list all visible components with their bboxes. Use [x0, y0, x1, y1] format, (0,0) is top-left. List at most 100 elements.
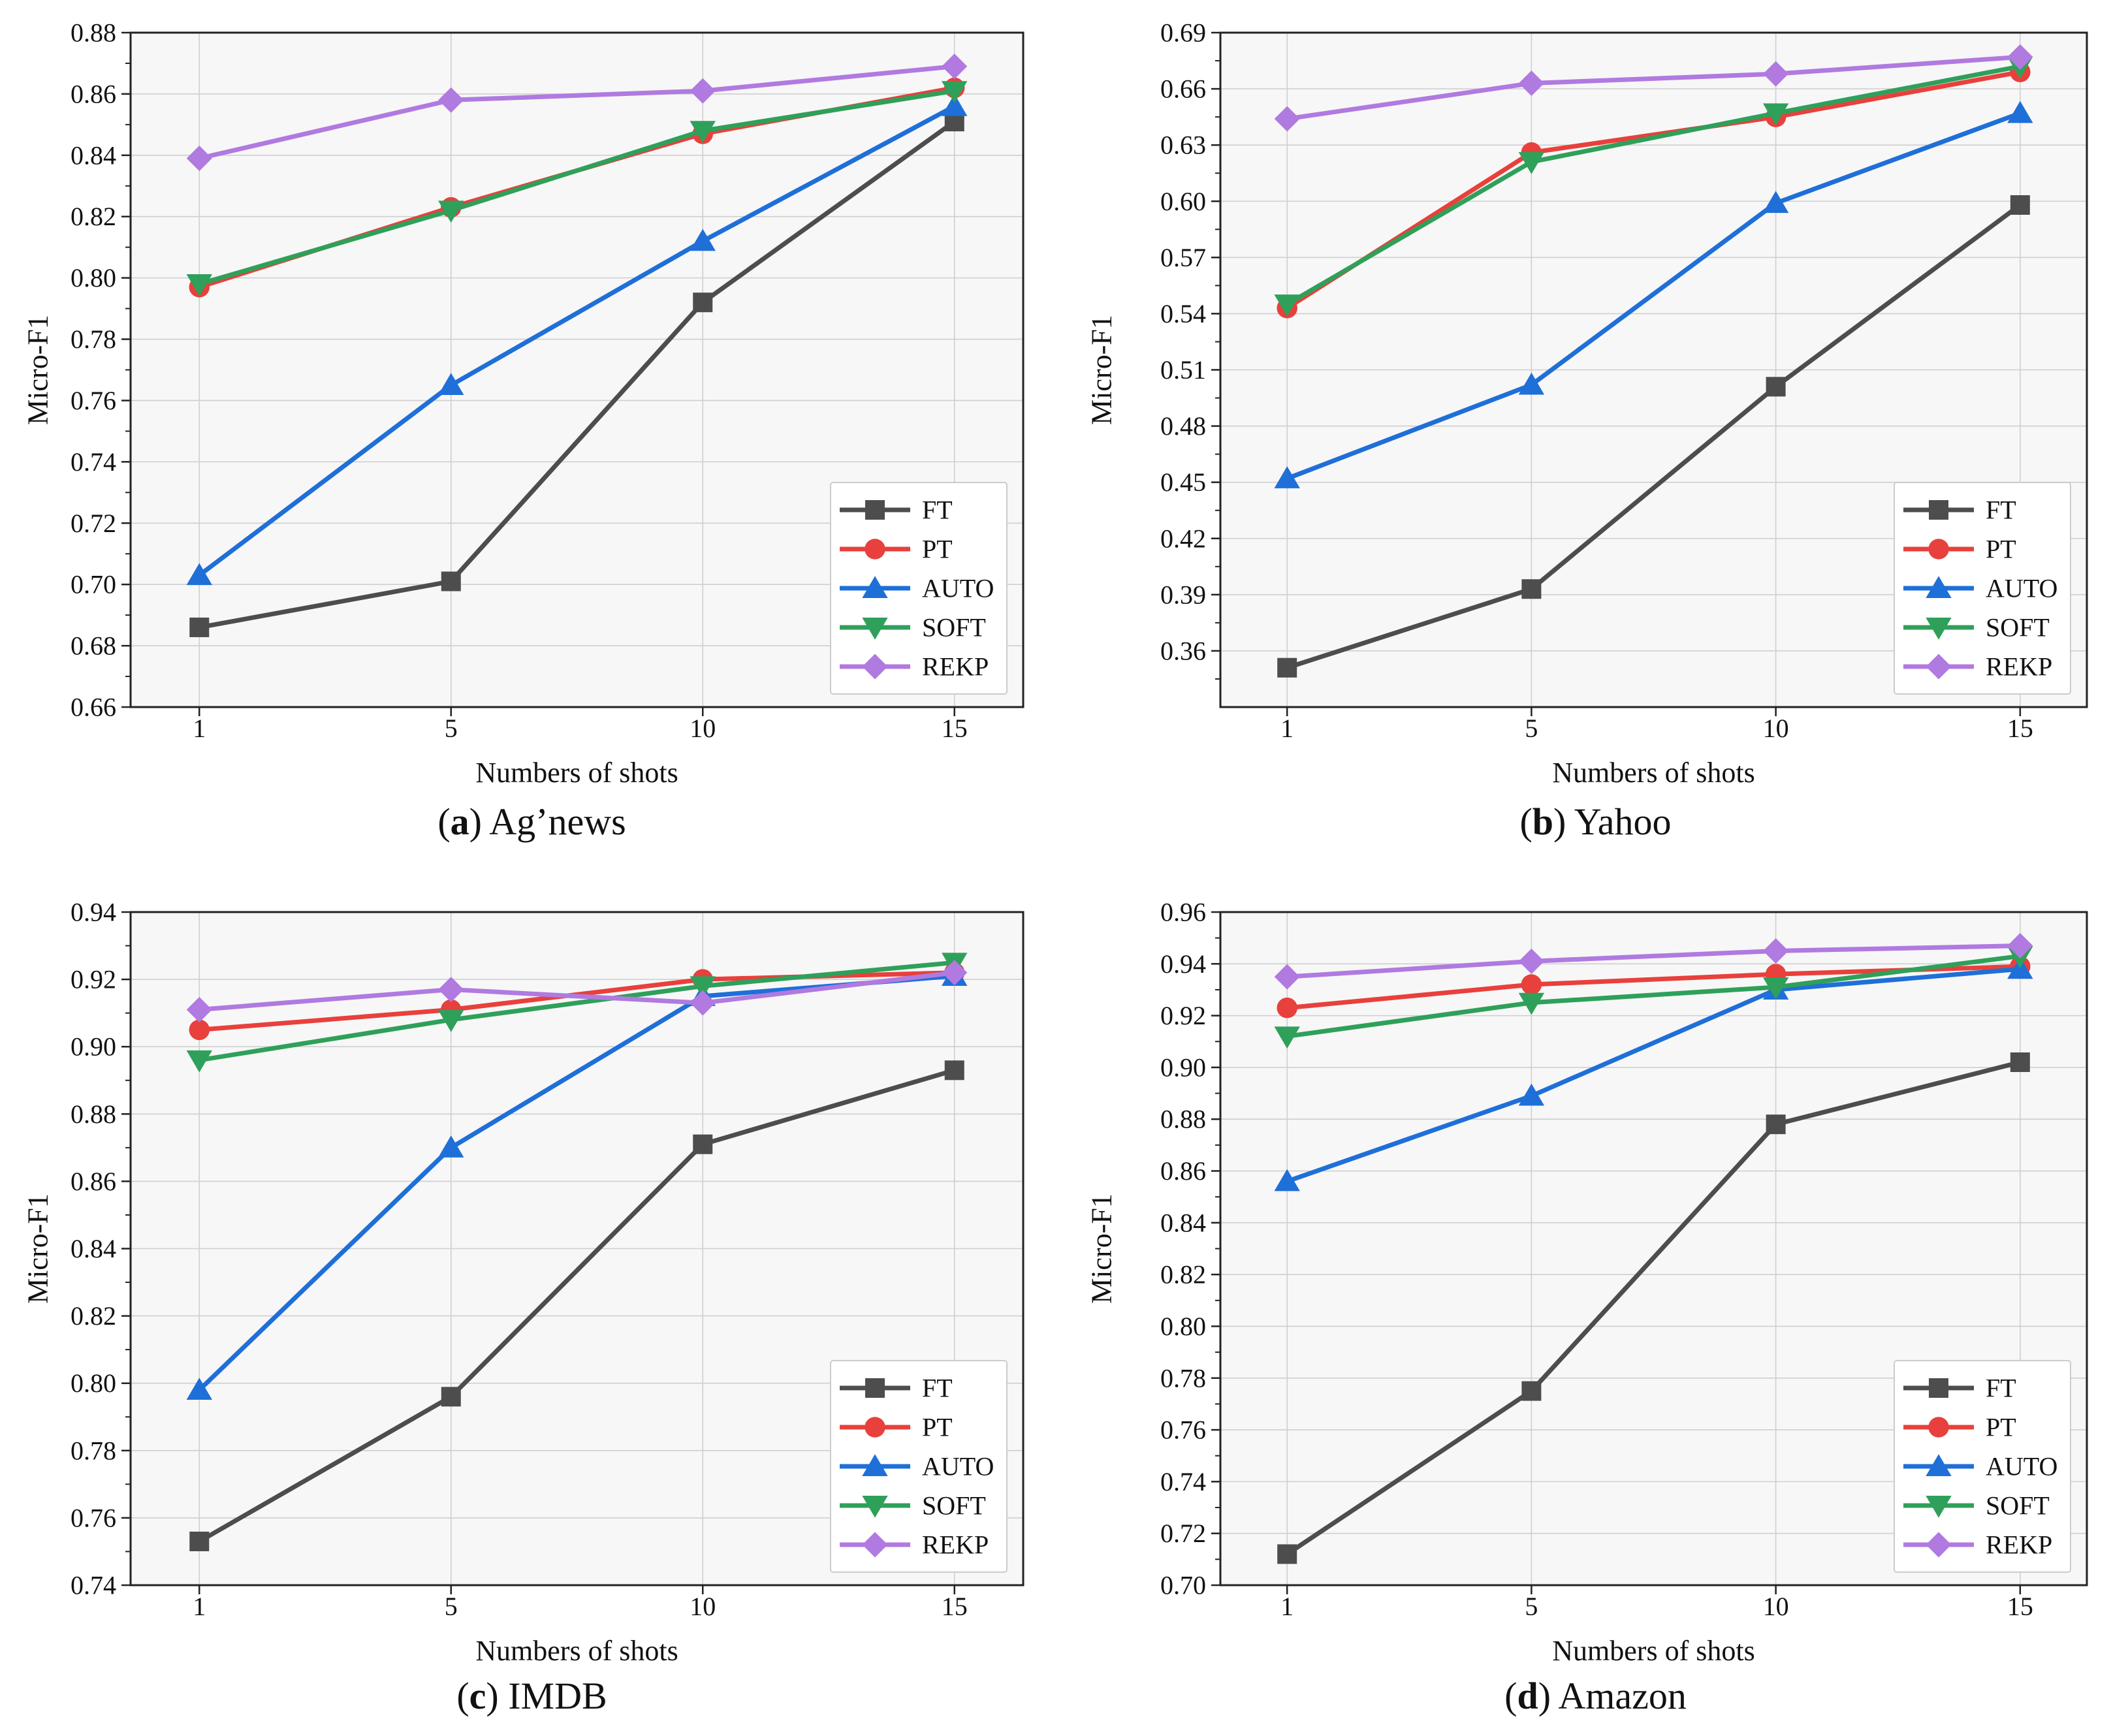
- data-point-ft: [1277, 1544, 1297, 1564]
- y-tick-label: 0.74: [1160, 1467, 1206, 1496]
- y-tick-label: 0.78: [71, 324, 116, 354]
- legend-item-auto: AUTO: [840, 1452, 994, 1481]
- series-auto: [1274, 101, 2033, 488]
- data-point-auto: [186, 563, 212, 586]
- x-tick-label: 10: [1763, 1592, 1789, 1621]
- legend-label: AUTO: [922, 1452, 994, 1481]
- y-tick-label: 0.86: [71, 79, 116, 108]
- legend-item-auto: AUTO: [1903, 1452, 2057, 1481]
- x-tick-label: 1: [1280, 1592, 1294, 1621]
- y-axis-title: Micro-F1: [22, 315, 54, 425]
- y-tick-label: 0.84: [71, 140, 116, 170]
- y-axis-title: Micro-F1: [22, 1193, 54, 1304]
- series-line-soft: [197, 88, 957, 287]
- data-point-auto: [438, 1135, 464, 1158]
- x-tick-label: 15: [942, 714, 968, 743]
- data-point-rekp: [186, 146, 212, 172]
- legend-marker-soft: [1926, 618, 1952, 640]
- legend: FT PT AUTO SOFT REKP: [830, 482, 1008, 695]
- chart-c-imdb: 0.74 0.76 0.78 0.80 0.82 0.84 0.86 0.88 0.90 0.92…: [22, 898, 1024, 1667]
- data-point-soft: [438, 200, 464, 223]
- y-tick-label: 0.51: [1160, 355, 1206, 385]
- caption-a: (a) Ag’news: [437, 800, 626, 843]
- y-tick-label: 0.86: [1160, 1156, 1206, 1186]
- data-point-rekp: [690, 990, 716, 1016]
- legend-item-rekp: REKP: [840, 652, 989, 682]
- data-point-auto: [690, 229, 716, 251]
- legend-label: AUTO: [922, 574, 994, 603]
- x-tick-label: 5: [1525, 1592, 1538, 1621]
- y-tick-label: 0.68: [71, 631, 116, 661]
- y-tick-label: 0.74: [71, 1571, 116, 1600]
- data-point-pt: [189, 1019, 210, 1041]
- data-point-rekp: [1274, 964, 1300, 990]
- y-tick-label: 0.76: [71, 386, 116, 415]
- y-tick-label: 0.36: [1160, 636, 1206, 665]
- data-point-rekp: [186, 996, 212, 1022]
- series-line-pt: [1284, 69, 2023, 311]
- data-point-rekp: [1763, 938, 1789, 964]
- data-point-rekp: [942, 54, 968, 80]
- legend-marker-auto: [1926, 576, 1952, 598]
- x-tick-label: 10: [690, 714, 716, 743]
- legend-label: REKP: [922, 652, 989, 682]
- caption-name: IMDB: [508, 1675, 607, 1717]
- legend-label: REKP: [922, 1530, 989, 1560]
- legend-marker-rekp: [1926, 654, 1952, 680]
- caption-b: (b) Yahoo: [1519, 800, 1672, 843]
- panel-a-agnews: 0.66 0.68 0.70 0.72 0.74 0.76 0.78 0.80 0.82 0.84…: [0, 0, 1064, 868]
- chart-d-amazon: 0.70 0.72 0.74 0.76 0.78 0.80 0.82 0.84 0.86 0.88…: [1086, 898, 2088, 1667]
- legend-marker-pt: [1928, 1417, 1949, 1438]
- legend-marker-auto: [862, 1454, 888, 1476]
- data-point-ft: [693, 292, 713, 313]
- legend-label: REKP: [1986, 652, 2052, 682]
- data-point-ft: [441, 571, 461, 592]
- series-line-rekp: [197, 64, 957, 161]
- x-tick-label: 1: [193, 714, 206, 743]
- x-tick-label: 15: [2007, 1592, 2033, 1621]
- panel-d-amazon: 0.70 0.72 0.74 0.76 0.78 0.80 0.82 0.84 0.86 0.88…: [1064, 868, 2127, 1735]
- series-line-rekp: [197, 970, 957, 1012]
- legend-item-pt: PT: [1903, 1413, 2016, 1442]
- y-tick-label: 0.92: [71, 965, 116, 994]
- legend-label: REKP: [1986, 1530, 2052, 1560]
- data-point-auto: [1274, 466, 1300, 488]
- data-point-pt: [1521, 974, 1542, 995]
- data-point-soft: [1274, 1026, 1300, 1049]
- y-tick-label: 0.76: [71, 1503, 116, 1532]
- axis-ticks: [1211, 31, 2022, 716]
- legend-item-rekp: REKP: [1903, 652, 2052, 682]
- chart-a-agnews: 0.66 0.68 0.70 0.72 0.74 0.76 0.78 0.80 0.82 0.84…: [22, 18, 1024, 789]
- data-point-rekp: [438, 87, 464, 113]
- legend-label: FT: [922, 1374, 953, 1403]
- legend-item-ft: FT: [840, 496, 953, 525]
- legend-marker-rekp: [862, 654, 888, 680]
- legend-item-auto: AUTO: [1903, 574, 2057, 603]
- x-tick-label: 5: [1525, 714, 1538, 743]
- y-tick-label: 0.54: [1160, 299, 1206, 328]
- y-tick-label: 0.84: [71, 1234, 116, 1263]
- data-point-auto: [1762, 191, 1789, 213]
- legend-label: PT: [1986, 1413, 2016, 1442]
- data-point-soft: [690, 976, 716, 999]
- legend-item-ft: FT: [1903, 496, 2016, 525]
- caption-c: (c) IMDB: [456, 1675, 607, 1717]
- chart-b-yahoo: 0.36 0.39 0.42 0.45 0.48 0.51 0.54 0.57 0.60 0.63…: [1086, 18, 2088, 789]
- plot-frame: [129, 911, 1024, 1586]
- series-line-ft: [197, 119, 957, 630]
- legend-item-soft: SOFT: [840, 613, 986, 642]
- legend-marker-soft: [862, 1496, 888, 1518]
- data-point-ft: [441, 1387, 461, 1407]
- legend-label: SOFT: [1986, 1491, 2050, 1521]
- plot-frame: [1219, 911, 2088, 1586]
- y-tick-label: 0.66: [1160, 74, 1206, 104]
- y-tick-label: 0.82: [1160, 1260, 1206, 1289]
- y-tick-label: 0.84: [1160, 1208, 1206, 1237]
- data-point-soft: [1274, 294, 1300, 317]
- y-tick-label: 0.82: [71, 1301, 116, 1331]
- data-point-soft: [1518, 992, 1545, 1015]
- legend-label: FT: [1986, 496, 2016, 525]
- data-point-rekp: [1518, 948, 1544, 974]
- legend-box: [830, 1360, 1008, 1573]
- y-tick-label: 0.70: [71, 570, 116, 599]
